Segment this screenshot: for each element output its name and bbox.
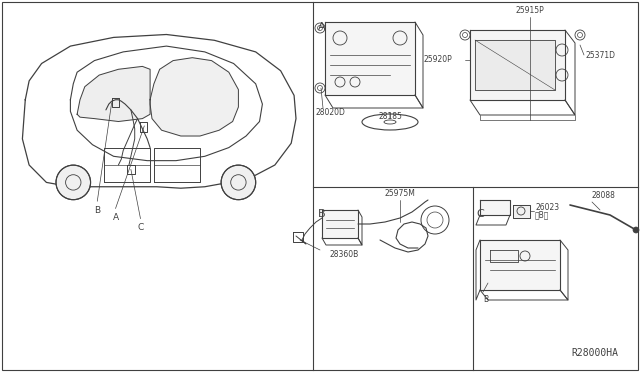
Polygon shape	[77, 66, 150, 122]
Circle shape	[633, 227, 639, 233]
Text: 〈B〉: 〈B〉	[535, 211, 549, 219]
Polygon shape	[475, 40, 555, 90]
Text: B: B	[94, 206, 100, 215]
Polygon shape	[480, 200, 510, 215]
Text: 28360B: 28360B	[330, 250, 359, 259]
Text: R28000HA: R28000HA	[572, 348, 618, 358]
Text: 25915P: 25915P	[516, 6, 545, 15]
Circle shape	[221, 165, 255, 200]
Polygon shape	[325, 22, 415, 95]
Text: 28088: 28088	[592, 191, 616, 200]
Text: 25371D: 25371D	[585, 51, 615, 60]
Text: A: A	[113, 213, 118, 222]
Text: C: C	[476, 209, 484, 219]
Circle shape	[56, 165, 91, 200]
Polygon shape	[513, 205, 530, 218]
Text: C: C	[138, 223, 143, 232]
Polygon shape	[322, 210, 358, 238]
Text: 28020D: 28020D	[315, 108, 345, 117]
Text: 28185: 28185	[378, 112, 402, 121]
Polygon shape	[480, 240, 560, 290]
Text: B: B	[318, 209, 326, 219]
Text: 26023: 26023	[535, 203, 559, 212]
Polygon shape	[150, 58, 238, 136]
Text: B: B	[483, 295, 488, 304]
Text: A: A	[318, 22, 326, 32]
Text: 25975M: 25975M	[385, 189, 415, 198]
Polygon shape	[470, 30, 565, 100]
Text: 25920P: 25920P	[423, 55, 452, 64]
